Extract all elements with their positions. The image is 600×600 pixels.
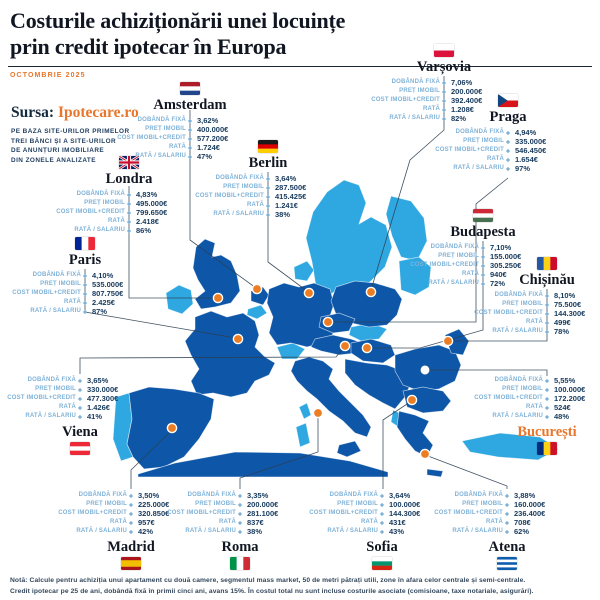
marker-londra: [212, 292, 224, 304]
marker-varsovia: [365, 286, 377, 298]
country-turkey: [461, 432, 559, 461]
source-note-line: DIN ZONELE ANALIZATE: [11, 156, 96, 164]
country-ireland: [165, 284, 194, 315]
country-uk: [192, 238, 241, 310]
marker-madrid: [166, 422, 178, 434]
region-west-balkans: [344, 358, 412, 410]
source-prefix: Sursa:: [11, 104, 55, 121]
country-belgium: [246, 304, 268, 320]
island-corsica: [298, 402, 312, 420]
country-baltics: [398, 256, 432, 296]
header-divider: [8, 66, 592, 67]
connector-atena: [427, 455, 508, 489]
connector-praga: [332, 177, 509, 323]
connector-sofia: [382, 401, 411, 489]
marker-viena: [339, 340, 351, 352]
region-north-africa: [137, 451, 389, 478]
connector-madrid: [130, 429, 173, 489]
footnote-line-2: Credit ipotecar pe 25 de ani, dobândă fi…: [10, 588, 534, 595]
title-line-1: Costurile achiziționării unei locuințe: [10, 8, 346, 33]
island-sicily: [336, 440, 362, 458]
connector-lines: [79, 76, 548, 489]
marker-berlin: [303, 287, 315, 299]
country-scandinavia: [305, 179, 393, 297]
source-note: PE BAZA SITE-URILOR PRIMELOR TREI BĂNCI Ș…: [11, 127, 130, 165]
marker-chisinau: [442, 335, 454, 347]
connector-bucuresti: [430, 369, 548, 376]
island-sardinia: [295, 422, 311, 448]
city-markers: [166, 283, 454, 460]
connector-varsovia: [370, 76, 445, 291]
connector-amsterdam: [189, 110, 257, 289]
marker-sofia: [406, 394, 418, 406]
connector-roma: [239, 416, 319, 489]
country-bulgaria: [402, 386, 452, 414]
source-brand: Ipotecare.ro: [57, 104, 139, 121]
island-crete: [426, 468, 444, 478]
marker-budapesta: [361, 342, 373, 354]
country-hungary: [350, 338, 396, 364]
country-italy: [290, 356, 372, 438]
marker-praga: [322, 316, 334, 328]
country-greece: [396, 410, 434, 458]
page-title: Costurile achiziționării unei locuințe p…: [10, 8, 345, 60]
marker-bucuresti: [419, 364, 430, 375]
connector-chisinau: [452, 289, 548, 342]
marker-roma: [312, 407, 324, 419]
source-note-line: TREI BĂNCI ȘI A SITE-URILOR: [11, 137, 117, 145]
country-france: [184, 310, 276, 398]
title-line-2: prin credit ipotecar în Europa: [10, 34, 287, 59]
connector-berlin: [267, 172, 308, 292]
source-line: Sursa: Ipotecare.ro: [11, 104, 139, 122]
country-finland: [385, 195, 428, 262]
marker-atena: [419, 448, 431, 460]
date-badge: OCTOMBRIE 2025: [10, 72, 86, 79]
countries-dark: [126, 238, 470, 478]
connector-viena: [79, 346, 345, 374]
source-note-line: PE BAZA SITE-URILOR PRIMELOR: [11, 128, 130, 135]
footnote: Notă: Calcule pentru achiziția unui apar…: [10, 575, 592, 597]
marker-paris: [232, 333, 244, 345]
country-denmark: [293, 260, 315, 282]
footnote-line-1: Notă: Calcule pentru achiziția unui apar…: [10, 577, 526, 584]
source-note-line: DE ANUNȚURI IMOBILIARE: [11, 147, 105, 154]
marker-amsterdam: [251, 283, 263, 295]
